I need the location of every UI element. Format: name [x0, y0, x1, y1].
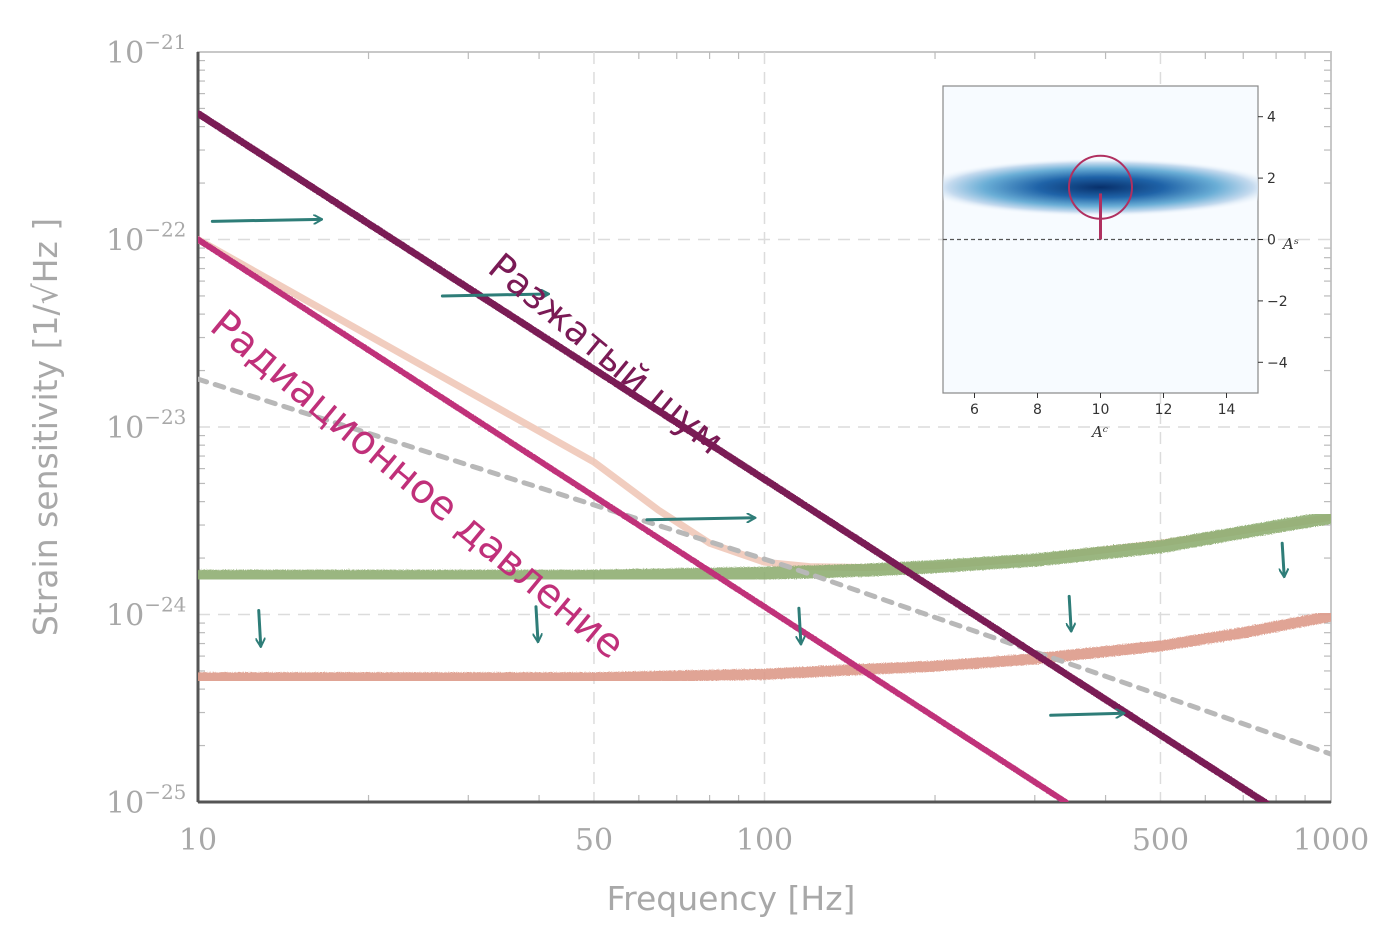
- y-tick-label: 10−25: [106, 780, 186, 821]
- inset-y-tick-label: 4: [1267, 110, 1276, 126]
- x-tick-label: 1000: [1293, 823, 1369, 858]
- down-arrow: [799, 606, 801, 643]
- inset-ticks: 6 8 10 12 14 4 2 0 −2 −4: [970, 110, 1288, 418]
- inset-y-tick-label: 2: [1267, 171, 1276, 187]
- inset-x-tick-label: 8: [1033, 402, 1042, 418]
- inset-heatmap: 6 8 10 12 14 4 2 0 −2 −4 Aᶜ Aˢ: [942, 85, 1299, 441]
- x-tick-label: 10: [179, 823, 217, 858]
- inset-y-label: Aˢ: [1281, 235, 1299, 253]
- series-layer: [198, 110, 1331, 802]
- series-radiation-pressure: [198, 236, 1069, 802]
- series-shot-noise-squeezed: [198, 610, 1331, 684]
- inset-y-tick-label: 0: [1267, 233, 1276, 249]
- x-tick-labels: 10 50 100 500 1000: [179, 823, 1369, 858]
- y-axis-title: Strain sensitivity [1/√Hz ]: [26, 218, 65, 636]
- inset-density-blob: [943, 158, 1258, 217]
- series-squeezed-noise: [198, 110, 1270, 802]
- arrow-layer: [210, 219, 1284, 715]
- right-arrow: [440, 294, 548, 296]
- x-axis-title: Frequency [Hz]: [607, 879, 856, 918]
- inset-x-tick-label: 10: [1092, 402, 1110, 418]
- series-shot-noise-green: [198, 510, 1331, 583]
- down-arrow: [259, 609, 261, 646]
- right-arrow: [645, 518, 755, 520]
- down-arrow: [1282, 541, 1284, 576]
- y-tick-labels: 10−25 10−24 10−23 10−22 10−21: [106, 30, 186, 821]
- right-arrow: [210, 219, 321, 221]
- y-tick-label: 10−23: [106, 405, 186, 446]
- inset-x-tick-label: 6: [970, 402, 979, 418]
- x-tick-label: 500: [1132, 823, 1189, 858]
- inset-x-tick-label: 12: [1155, 402, 1173, 418]
- inset-y-tick-label: −4: [1267, 355, 1288, 371]
- inset-y-tick-label: −2: [1267, 294, 1288, 310]
- y-tick-label: 10−24: [106, 593, 186, 634]
- inset-x-label: Aᶜ: [1090, 423, 1108, 441]
- series-dotted-reference: [198, 376, 1331, 757]
- inset-x-tick-label: 14: [1218, 402, 1236, 418]
- y-tick-label: 10−21: [106, 30, 186, 71]
- x-tick-label: 50: [575, 823, 613, 858]
- down-arrow: [536, 605, 538, 642]
- right-arrow: [1049, 713, 1124, 715]
- down-arrow: [1069, 594, 1071, 630]
- y-tick-label: 10−22: [106, 218, 186, 259]
- x-tick-label: 100: [736, 823, 793, 858]
